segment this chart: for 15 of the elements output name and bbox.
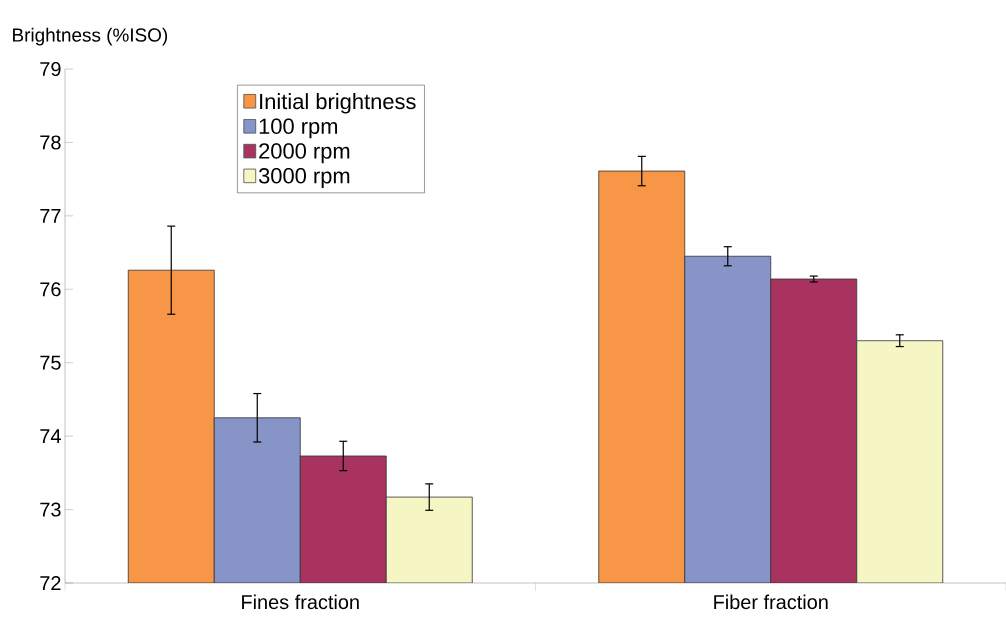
x-tick-label: Fiber fraction <box>714 594 828 610</box>
x-tick-label: Fines fraction <box>242 594 359 610</box>
y-tick-label: 79 <box>40 61 61 77</box>
y-tick-label: 75 <box>40 355 61 370</box>
y-tick-label: 78 <box>40 135 61 150</box>
y-tick-label: 76 <box>40 282 61 297</box>
legend-label: Initial brightness <box>260 93 416 114</box>
y-axis-title: Brightness (%ISO) <box>13 27 168 46</box>
legend-label: 3000 rpm <box>258 168 350 188</box>
legend-label: 100 rpm <box>259 118 338 139</box>
y-tick-label: 73 <box>40 502 61 517</box>
legend-label: 2000 rpm <box>259 143 350 164</box>
y-tick-label: 74 <box>40 429 61 443</box>
y-tick-label: 77 <box>40 209 61 223</box>
y-tick-label: 72 <box>40 576 61 590</box>
